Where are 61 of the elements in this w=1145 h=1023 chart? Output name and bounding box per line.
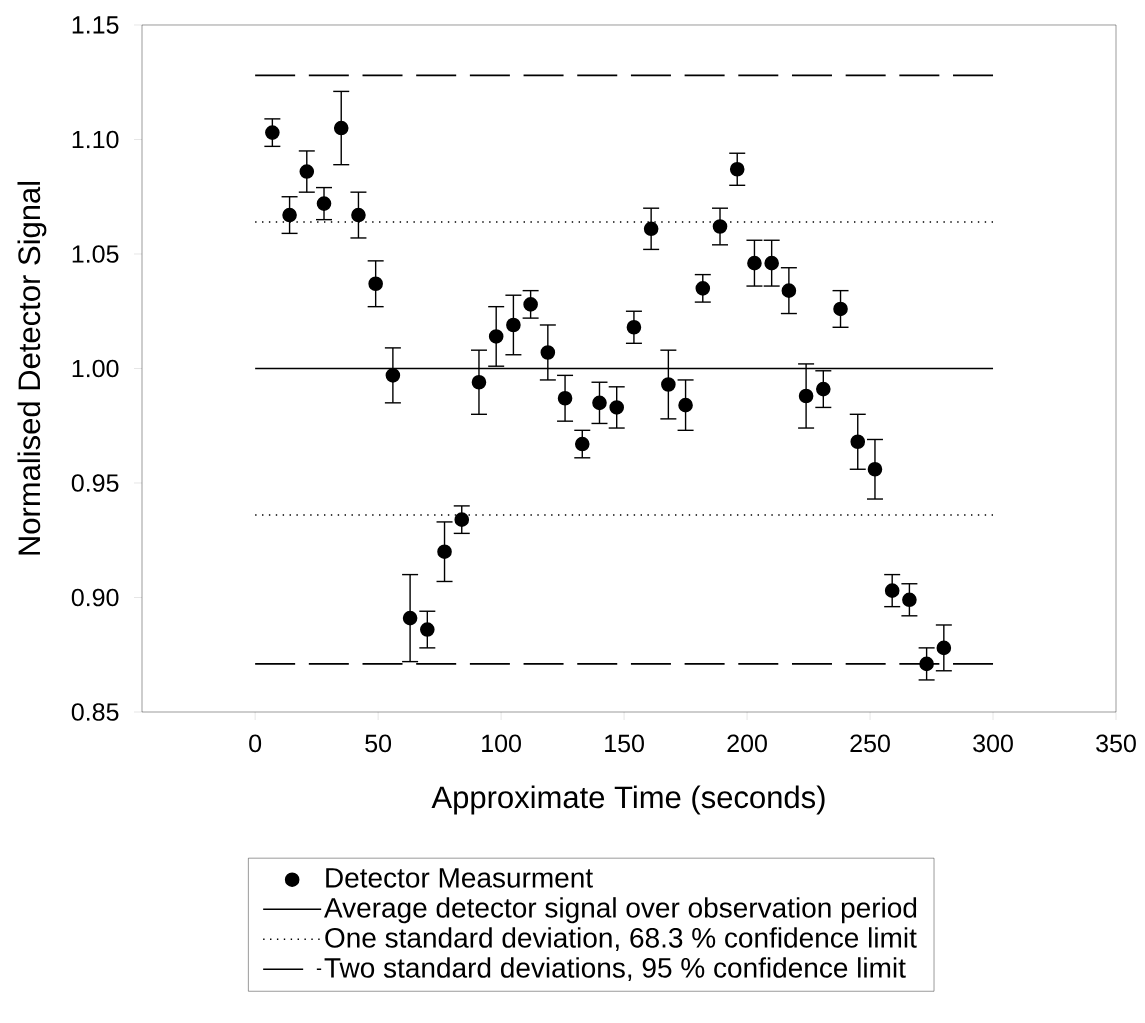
point <box>609 400 625 415</box>
point <box>712 219 728 234</box>
x-tick-label: 350 <box>1096 734 1136 753</box>
point <box>265 125 280 140</box>
point <box>798 388 814 404</box>
point <box>574 436 590 452</box>
point <box>764 255 779 271</box>
point <box>506 317 521 333</box>
point <box>333 120 349 136</box>
y-tick-label: 1.05 <box>72 245 119 263</box>
point <box>781 283 797 298</box>
point <box>282 207 297 223</box>
y-tick-label: 0.90 <box>71 588 119 607</box>
y-tick-label: 1.15 <box>72 16 119 34</box>
point <box>695 281 711 296</box>
x-axis-title: Approximate Time (seconds) <box>431 785 825 815</box>
legend-label: Two standard deviations, 95 % confidence limit <box>324 957 906 982</box>
point <box>385 368 401 383</box>
point <box>936 640 952 656</box>
x-tick-label: 200 <box>727 734 767 753</box>
point <box>643 221 659 237</box>
point <box>678 397 693 413</box>
point <box>351 207 366 223</box>
x-tick-label: 150 <box>605 734 644 753</box>
x-tick-label: 300 <box>973 734 1013 753</box>
point <box>592 395 607 411</box>
point <box>867 461 883 477</box>
x-tick-label: 50 <box>365 734 392 753</box>
point <box>454 512 470 527</box>
point <box>661 377 676 392</box>
y-tick-label: 1.10 <box>72 130 119 149</box>
point <box>626 319 642 335</box>
y-tick-label: 0.95 <box>71 474 119 492</box>
point <box>368 276 383 292</box>
legend-label: Detector Measurment <box>326 868 593 888</box>
point <box>884 583 900 598</box>
x-tick-label: 100 <box>482 734 521 753</box>
point <box>471 374 487 390</box>
x-tick-label: 250 <box>850 734 890 753</box>
point <box>402 610 418 626</box>
point <box>523 297 538 312</box>
legend-label: Average detector signal over observation period <box>324 897 917 924</box>
point <box>316 196 332 211</box>
point <box>729 161 745 177</box>
point <box>902 592 917 608</box>
point <box>488 329 504 344</box>
point <box>816 381 831 397</box>
y-tick-label: 1.00 <box>72 359 119 378</box>
legend-label: One standard deviation, 68.3 % confidence limit <box>325 927 917 952</box>
y-axis-title: Normalised Detector Signal <box>17 181 47 555</box>
point <box>540 345 556 360</box>
point <box>919 656 934 672</box>
point <box>299 164 315 179</box>
point <box>557 390 573 406</box>
y-tick-label: 0.85 <box>71 703 119 721</box>
point <box>850 434 866 450</box>
point <box>420 622 435 637</box>
point <box>833 301 848 317</box>
x-tick-label: 0 <box>249 734 262 753</box>
point <box>437 544 452 559</box>
point <box>747 255 762 271</box>
